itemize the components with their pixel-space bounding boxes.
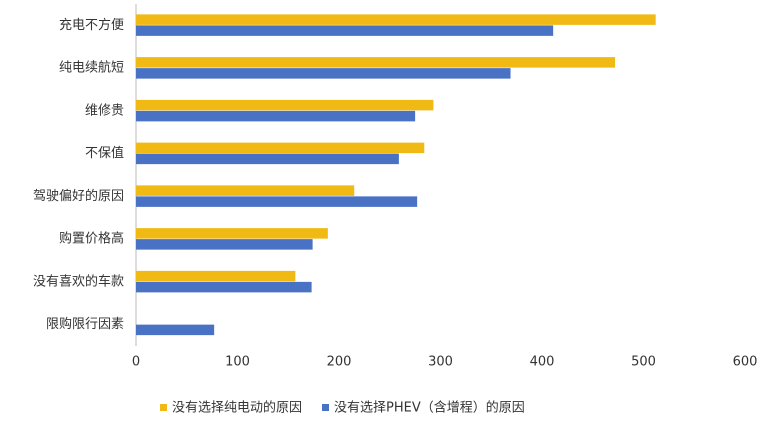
y-tick-label: 不保值 <box>85 145 124 161</box>
y-tick-label: 没有喜欢的车款 <box>33 273 124 289</box>
bar <box>136 68 511 79</box>
bar <box>136 99 434 111</box>
bar <box>136 25 554 36</box>
legend-swatch <box>322 404 330 411</box>
x-tick-label: 500 <box>631 355 656 370</box>
y-tick-label: 购置价格高 <box>59 231 124 247</box>
legend-label: 没有选择PHEV（含增程）的原因 <box>334 400 525 416</box>
x-tick-label: 600 <box>733 355 758 370</box>
bar <box>136 185 355 196</box>
bar <box>136 281 312 293</box>
legend-swatch <box>160 404 167 411</box>
y-tick-label: 限购限行因素 <box>46 316 124 332</box>
x-tick-label: 300 <box>428 355 453 370</box>
y-tick-label: 驾驶偏好的原因 <box>33 188 124 204</box>
x-tick-label: 200 <box>327 355 352 370</box>
y-tick-label: 充电不方便 <box>59 17 124 33</box>
bar <box>136 153 399 165</box>
bar <box>136 239 313 250</box>
bar <box>136 196 418 207</box>
legend-label: 没有选择纯电动的原因 <box>172 400 302 416</box>
bar <box>136 57 616 68</box>
y-tick-label: 纯电续航短 <box>59 60 124 76</box>
bar <box>136 142 425 154</box>
x-tick-label: 100 <box>225 355 250 370</box>
bar <box>136 270 296 282</box>
bar <box>136 324 215 336</box>
y-tick-label: 维修贵 <box>85 103 124 118</box>
x-tick-label: 400 <box>530 355 555 370</box>
bar <box>136 14 656 25</box>
bar <box>136 110 416 122</box>
x-tick-label: 0 <box>132 355 140 370</box>
bar <box>136 228 328 239</box>
